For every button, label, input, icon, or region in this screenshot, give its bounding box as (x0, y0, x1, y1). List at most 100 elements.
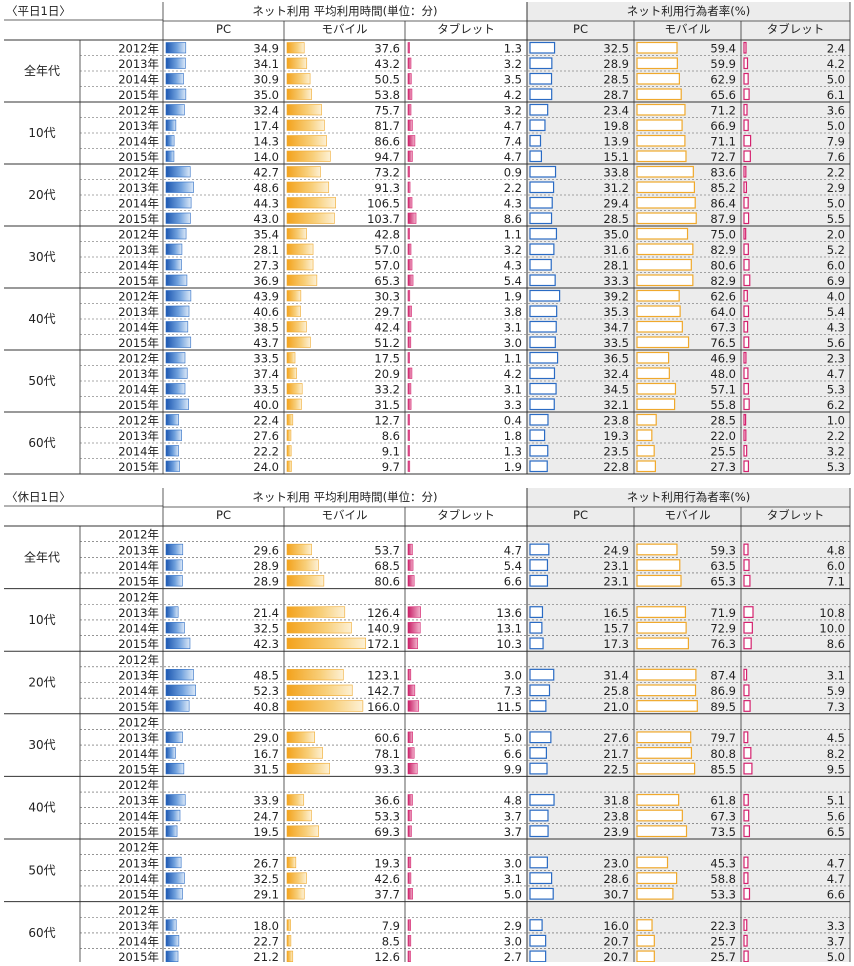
value-label: 12.7 (374, 414, 400, 428)
age-group-label: 60代 (28, 926, 55, 940)
value-label: 65.6 (710, 88, 736, 102)
rate-bar-pc (529, 856, 548, 869)
time-bar-モバイル (286, 888, 305, 900)
rate-bar-pc (529, 289, 561, 302)
year-label: 2014年 (118, 747, 159, 761)
value-label: 38.5 (253, 321, 279, 335)
year-label: 2014年 (118, 259, 159, 273)
value-label: 1.9 (504, 290, 522, 304)
column-header: モバイル (665, 508, 711, 522)
rate-bar-pc (529, 398, 555, 411)
time-bar-pc (165, 135, 175, 147)
rate-bar-モバイル (636, 196, 696, 209)
time-bar-タブレット (407, 367, 413, 379)
value-label: 4.2 (504, 367, 522, 381)
value-label: 4.7 (504, 119, 522, 133)
rate-bar-タブレット (743, 809, 750, 822)
time-bar-タブレット (407, 352, 410, 364)
value-label: 123.1 (367, 669, 400, 683)
rate-bar-pc (529, 934, 547, 947)
time-bar-タブレット (407, 228, 410, 240)
rate-bar-タブレット (743, 382, 750, 395)
rate-bar-モバイル (636, 320, 683, 333)
value-label: 5.6 (827, 809, 845, 823)
time-bar-pc (165, 731, 183, 743)
value-label: 11.5 (496, 700, 522, 714)
rate-bar-モバイル (636, 134, 686, 147)
value-label: 2.2 (504, 181, 522, 195)
time-bar-pc (165, 336, 192, 348)
value-label: 8.6 (827, 637, 845, 651)
value-label: 30.3 (374, 290, 400, 304)
value-label: 29.0 (253, 731, 279, 745)
rate-bar-タブレット (743, 825, 751, 838)
time-bar-pc (165, 243, 183, 255)
rate-bar-タブレット (743, 258, 750, 271)
value-label: 25.7 (710, 950, 736, 962)
year-label: 2015年 (118, 88, 159, 102)
value-label: 81.7 (374, 119, 400, 133)
time-bar-タブレット (407, 150, 413, 162)
value-label: 29.4 (603, 197, 629, 211)
value-label: 67.3 (710, 809, 736, 823)
value-label: 9.7 (382, 460, 400, 474)
rate-bar-モバイル (636, 88, 682, 101)
value-label: 66.9 (710, 119, 736, 133)
rate-bar-pc (529, 731, 552, 744)
value-label: 14.3 (253, 135, 279, 149)
value-label: 53.3 (374, 809, 400, 823)
value-label: 24.0 (253, 460, 279, 474)
time-bar-モバイル (286, 305, 301, 317)
age-group-label: 40代 (28, 801, 55, 815)
rate-bar-pc (529, 887, 554, 900)
value-label: 21.2 (253, 950, 279, 962)
rate-bar-タブレット (743, 150, 751, 163)
value-label: 7.4 (504, 135, 522, 149)
rate-bar-pc (529, 320, 557, 333)
value-label: 28.1 (603, 259, 629, 273)
value-label: 5.2 (827, 243, 845, 257)
value-label: 1.9 (504, 460, 522, 474)
column-header: タブレット (437, 508, 495, 522)
rate-bar-pc (529, 243, 555, 256)
value-label: 35.3 (603, 305, 629, 319)
year-label: 2013年 (118, 57, 159, 71)
value-label: 33.5 (253, 352, 279, 366)
rate-bar-pc (529, 258, 552, 271)
group-header-rate: ネット利用行為者率(%) (627, 4, 750, 18)
time-bar-pc (165, 888, 183, 900)
time-bar-モバイル (286, 212, 335, 224)
value-label: 80.6 (374, 575, 400, 589)
value-label: 19.3 (603, 429, 629, 443)
time-bar-pc (165, 669, 194, 681)
rate-bar-モバイル (636, 825, 688, 838)
value-label: 5.4 (504, 274, 522, 288)
rate-bar-モバイル (636, 413, 657, 426)
age-group-label: 10代 (28, 126, 55, 140)
value-label: 62.6 (710, 290, 736, 304)
year-label: 2015年 (118, 950, 159, 962)
time-bar-pc (165, 950, 179, 962)
time-bar-モバイル (286, 367, 297, 379)
value-label: 67.3 (710, 321, 736, 335)
time-bar-タブレット (407, 414, 410, 426)
time-bar-タブレット (407, 637, 418, 649)
value-label: 83.6 (710, 166, 736, 180)
rate-bar-pc (529, 684, 551, 697)
value-label: 5.3 (827, 460, 845, 474)
time-bar-pc (165, 42, 187, 54)
value-label: 71.1 (710, 135, 736, 149)
value-label: 86.6 (374, 135, 400, 149)
value-label: 19.8 (603, 119, 629, 133)
value-label: 72.9 (710, 622, 736, 636)
rate-bar-モバイル (636, 351, 670, 364)
value-label: 8.6 (504, 212, 522, 226)
year-label: 2015年 (118, 274, 159, 288)
rate-bar-タブレット (743, 559, 750, 572)
value-label: 40.0 (253, 398, 279, 412)
value-label: 33.9 (253, 794, 279, 808)
value-label: 59.4 (710, 42, 736, 56)
rate-bar-タブレット (743, 460, 750, 473)
time-bar-モバイル (286, 559, 319, 571)
rate-bar-pc (529, 809, 549, 822)
